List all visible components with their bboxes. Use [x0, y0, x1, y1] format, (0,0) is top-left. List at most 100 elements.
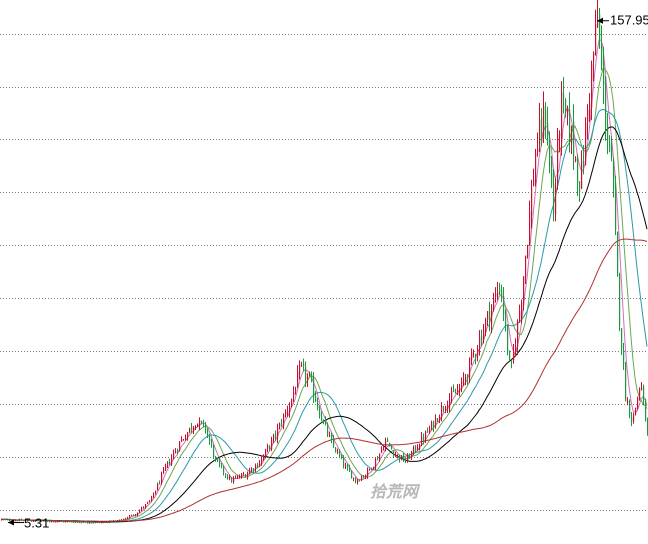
candle-277: [553, 169, 555, 222]
candle-body: [433, 421, 435, 428]
candle-body: [387, 439, 389, 442]
candle-body: [215, 457, 217, 459]
candle-65: [129, 515, 131, 519]
candle-42: [83, 520, 85, 523]
candle-171: [341, 454, 343, 460]
candle-body: [443, 407, 445, 410]
candle-body: [401, 455, 403, 461]
candle-body: [21, 519, 23, 521]
candle-122: [243, 471, 245, 476]
candle-115: [229, 474, 231, 481]
candle-body: [515, 346, 517, 352]
candle-85: [169, 458, 171, 465]
candle-17: [33, 520, 35, 523]
candle-163: [325, 416, 327, 426]
candle-238: [475, 353, 477, 365]
candle-body: [589, 103, 591, 113]
candle-175: [349, 464, 351, 472]
candle-body: [485, 319, 487, 333]
candle-322: [643, 384, 645, 406]
candle-body: [357, 480, 359, 483]
candle-body: [623, 349, 625, 364]
candle-263: [525, 255, 527, 285]
candle-120: [239, 474, 241, 479]
candle-312: [623, 342, 625, 370]
low-marker-arrowhead: [8, 519, 14, 526]
candle-142: [283, 413, 285, 430]
candle-132: [263, 454, 265, 461]
candle-body: [265, 449, 267, 457]
candle-60: [119, 519, 121, 521]
candle-body: [363, 476, 365, 478]
candle-162: [323, 419, 325, 425]
candle-299: [597, 0, 599, 28]
candle-body: [165, 465, 167, 470]
candle-77: [153, 492, 155, 499]
low-price-label: 5.31: [24, 516, 49, 531]
candle-147: [293, 386, 295, 403]
candle-body: [549, 145, 551, 159]
candle-body: [217, 458, 219, 461]
candle-body: [327, 424, 329, 435]
candle-23: [45, 519, 47, 522]
candle-275: [549, 131, 551, 174]
candle-285: [569, 92, 571, 153]
candle-body: [529, 211, 531, 242]
candle-body: [447, 406, 449, 409]
candle-body: [553, 183, 555, 213]
candle-25: [49, 520, 51, 523]
candle-body: [85, 521, 87, 523]
candle-214: [427, 427, 429, 433]
candle-body: [109, 520, 111, 523]
candle-body: [337, 451, 339, 453]
candle-242: [483, 323, 485, 344]
candle-78: [155, 490, 157, 495]
candle-body: [3, 519, 5, 521]
candle-body: [181, 439, 183, 442]
candle-27: [53, 520, 55, 523]
candle-body: [329, 435, 331, 437]
candle-body: [45, 520, 47, 522]
candle-body: [125, 518, 127, 520]
candle-139: [277, 423, 279, 444]
candle-body: [543, 106, 545, 137]
candle-46: [91, 522, 93, 524]
candle-body: [71, 521, 73, 523]
candle-body: [221, 464, 223, 467]
candle-89: [177, 448, 179, 455]
candle-body: [211, 440, 213, 446]
candle-body: [191, 427, 193, 430]
candle-body: [335, 447, 337, 453]
candle-body: [639, 388, 641, 398]
candle-body: [577, 161, 579, 184]
candle-212: [423, 433, 425, 445]
candle-body: [95, 522, 97, 524]
candle-body: [635, 407, 637, 415]
candle-302: [603, 46, 605, 104]
candle-287: [573, 104, 575, 171]
candle-306: [611, 136, 613, 162]
candle-81: [161, 471, 163, 485]
candle-37: [73, 521, 75, 523]
candle-body: [37, 520, 39, 522]
candle-253: [505, 309, 507, 332]
ma-long-line: [1, 126, 648, 523]
candle-222: [443, 405, 445, 413]
candle-body: [361, 476, 363, 481]
candle-body: [245, 474, 247, 478]
candle-130: [259, 460, 261, 468]
candle-192: [383, 445, 385, 451]
candle-body: [75, 521, 77, 523]
candle-body: [461, 380, 463, 390]
candle-206: [411, 450, 413, 460]
candle-body: [155, 490, 157, 495]
candle-body: [87, 522, 89, 524]
candle-body: [5, 519, 7, 521]
candle-95: [189, 427, 191, 434]
candle-98: [195, 425, 197, 431]
candle-198: [395, 451, 397, 458]
candle-body: [307, 376, 309, 381]
candle-317: [633, 412, 635, 424]
candle-174: [347, 463, 349, 471]
candle-11: [21, 518, 23, 521]
